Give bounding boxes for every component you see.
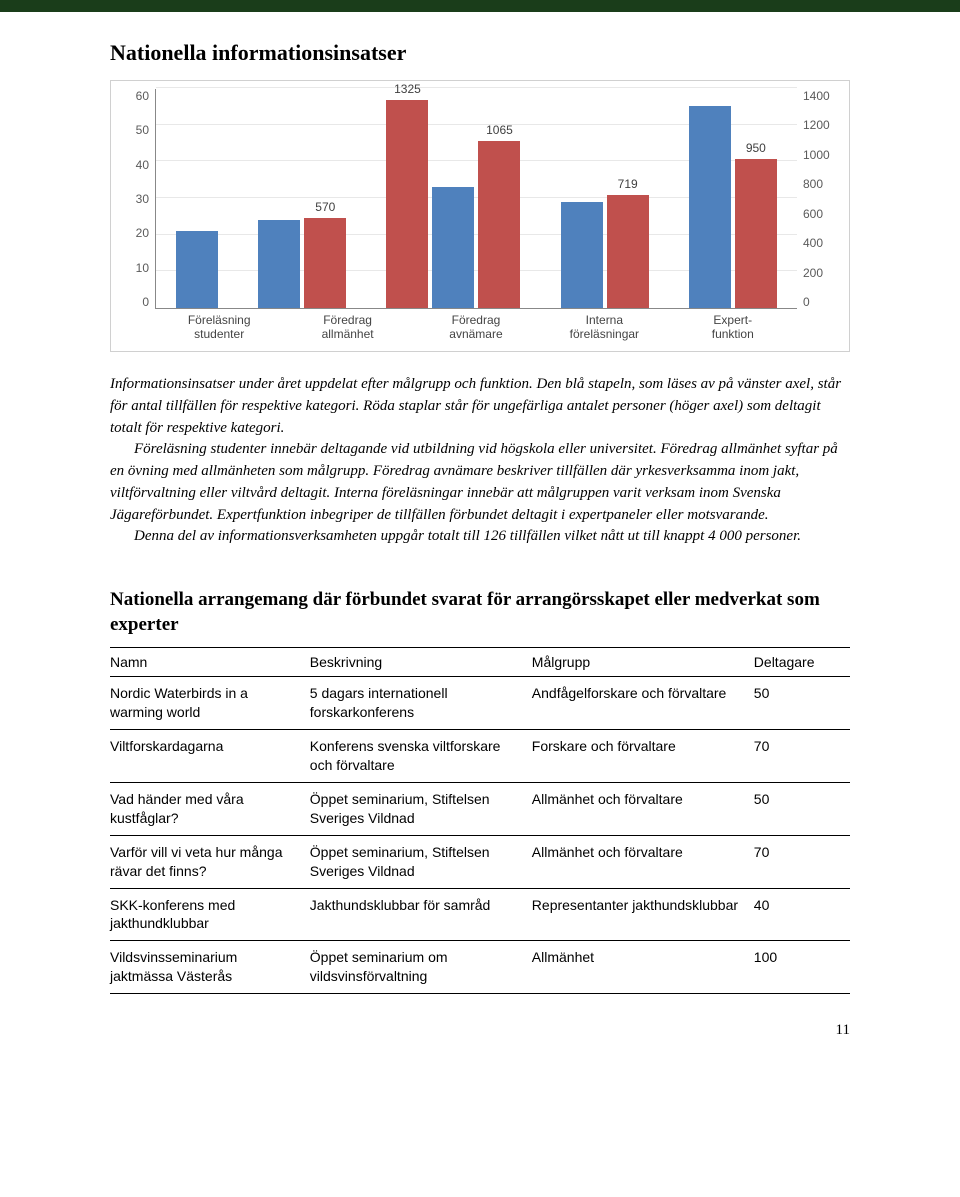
table-row: Vad händer med våra kustfåglar?Öppet sem… xyxy=(110,782,850,835)
table-row: Vildsvinsseminarium jaktmässa VästeråsÖp… xyxy=(110,941,850,994)
y-right-tick: 800 xyxy=(803,177,837,191)
y-axis-right: 0 200 400 600 800 1000 1200 1400 xyxy=(803,89,837,309)
bar-group: 719 xyxy=(561,195,649,308)
table-cell: Nordic Waterbirds in a warming world xyxy=(110,677,310,730)
chart-bar xyxy=(176,231,218,308)
chart-container: 0102030405060 0200400600800100012001400 … xyxy=(110,80,850,352)
y-right-tick: 400 xyxy=(803,236,837,250)
x-axis-label: Internaföreläsningar xyxy=(554,313,654,342)
table-row: SKK-konferens med jakthundklubbarJakthun… xyxy=(110,888,850,941)
y-left-tick: 60 xyxy=(123,89,149,103)
y-left-tick: 10 xyxy=(123,261,149,275)
table-row: Nordic Waterbirds in a warming world5 da… xyxy=(110,677,850,730)
th-deltagare: Deltagare xyxy=(754,648,850,677)
caption-p2: Föreläsning studenter innebär deltagande… xyxy=(110,439,850,526)
table-cell: Allmänhet och förvaltare xyxy=(532,782,754,835)
table-cell: 50 xyxy=(754,677,850,730)
bar-value-label: 1065 xyxy=(486,123,513,137)
page-number: 11 xyxy=(110,1022,850,1039)
chart-bar: 950 xyxy=(735,159,777,308)
table-cell: Öppet seminarium, Stiftelsen Sveriges Vi… xyxy=(310,835,532,888)
table-cell: 100 xyxy=(754,941,850,994)
y-right-tick: 1000 xyxy=(803,148,837,162)
bar-value-label: 570 xyxy=(315,200,335,214)
x-axis-label: Expert-funktion xyxy=(683,313,783,342)
chart-caption: Informationsinsatser under året uppdelat… xyxy=(110,374,850,548)
table-cell: Forskare och förvaltare xyxy=(532,730,754,783)
caption-p3: Denna del av informationsverksamheten up… xyxy=(110,526,850,548)
table-row: Varför vill vi veta hur många rävar det … xyxy=(110,835,850,888)
table-cell: 40 xyxy=(754,888,850,941)
th-namn: Namn xyxy=(110,648,310,677)
table-cell: Andfågelforskare och förvaltare xyxy=(532,677,754,730)
bar-chart: 0102030405060 0200400600800100012001400 … xyxy=(123,89,837,349)
x-axis-labels: Föreläsningstudenter Föredragallmänhet För… xyxy=(155,313,797,342)
caption-p1: Informationsinsatser under året uppdelat… xyxy=(110,374,850,439)
y-right-tick: 1200 xyxy=(803,118,837,132)
x-axis-label: Föredragallmänhet xyxy=(298,313,398,342)
y-axis-left: 0 10 20 30 40 50 60 xyxy=(123,89,149,309)
chart-bar: 1325 xyxy=(386,100,428,308)
table-cell: Öppet seminarium om vildsvinsförvaltning xyxy=(310,941,532,994)
x-axis-label: Föredragavnämare xyxy=(426,313,526,342)
y-left-tick: 20 xyxy=(123,226,149,240)
table-cell: Representanter jakthundsklubbar xyxy=(532,888,754,941)
chart-bar xyxy=(561,202,603,308)
table-row: ViltforskardagarnaKonferens svenska vilt… xyxy=(110,730,850,783)
section-heading: Nationella arrangemang där förbundet sva… xyxy=(110,588,850,637)
table-cell: 70 xyxy=(754,835,850,888)
table-cell: 50 xyxy=(754,782,850,835)
bar-group: 570 xyxy=(258,218,346,308)
table-cell: SKK-konferens med jakthundklubbar xyxy=(110,888,310,941)
bar-value-label: 719 xyxy=(618,177,638,191)
y-left-tick: 50 xyxy=(123,123,149,137)
y-right-tick: 0 xyxy=(803,295,837,309)
grid-line xyxy=(156,87,797,88)
events-table: Namn Beskrivning Målgrupp Deltagare Nord… xyxy=(110,647,850,994)
table-cell: Vildsvinsseminarium jaktmässa Västerås xyxy=(110,941,310,994)
y-left-tick: 0 xyxy=(123,295,149,309)
y-right-tick: 200 xyxy=(803,266,837,280)
chart-bar: 1065 xyxy=(478,141,520,308)
table-cell: Allmänhet xyxy=(532,941,754,994)
table-cell: Viltforskardagarna xyxy=(110,730,310,783)
bar-value-label: 1325 xyxy=(394,82,421,96)
table-cell: 5 dagars internationell forskarkonferens xyxy=(310,677,532,730)
top-color-bar xyxy=(0,0,960,12)
chart-bar xyxy=(432,187,474,308)
chart-bar: 570 xyxy=(304,218,346,308)
bar-group: 1325 1065 xyxy=(386,100,520,308)
chart-bar xyxy=(689,106,731,308)
table-cell: Jakthundsklubbar för samråd xyxy=(310,888,532,941)
th-malgrupp: Målgrupp xyxy=(532,648,754,677)
y-left-tick: 30 xyxy=(123,192,149,206)
bar-group: 950 xyxy=(689,106,777,308)
x-axis-label: Föreläsningstudenter xyxy=(169,313,269,342)
table-cell: Öppet seminarium, Stiftelsen Sveriges Vi… xyxy=(310,782,532,835)
table-cell: Konferens svenska viltforskare och förva… xyxy=(310,730,532,783)
y-left-tick: 40 xyxy=(123,158,149,172)
chart-plot-area: 570 1325 1065 719 950 xyxy=(155,89,797,309)
bar-value-label: 950 xyxy=(746,141,766,155)
table-cell: Varför vill vi veta hur många rävar det … xyxy=(110,835,310,888)
page-heading: Nationella informationsinsatser xyxy=(110,40,850,66)
th-beskrivning: Beskrivning xyxy=(310,648,532,677)
bar-group xyxy=(176,231,218,308)
y-right-tick: 1400 xyxy=(803,89,837,103)
chart-bar xyxy=(258,220,300,308)
y-right-tick: 600 xyxy=(803,207,837,221)
table-cell: Allmänhet och förvaltare xyxy=(532,835,754,888)
chart-bar: 719 xyxy=(607,195,649,308)
table-cell: Vad händer med våra kustfåglar? xyxy=(110,782,310,835)
table-cell: 70 xyxy=(754,730,850,783)
